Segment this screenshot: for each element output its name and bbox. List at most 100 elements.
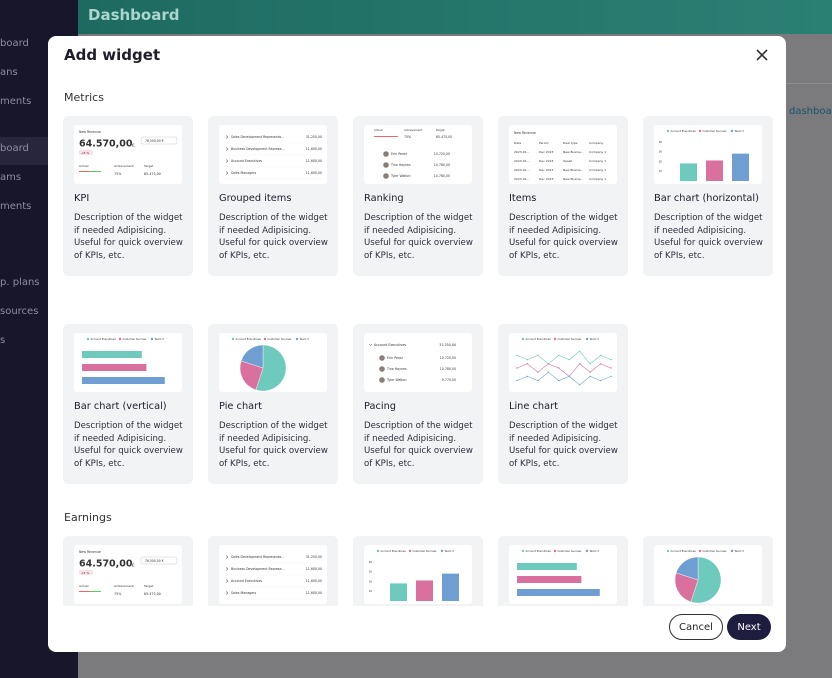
y-tick-label: 20: [369, 579, 373, 583]
row-name: Tyler Walton: [390, 174, 411, 178]
point: [578, 350, 581, 352]
legend-label: Account Executives: [236, 337, 262, 341]
row-name: Tina Haynes: [386, 367, 407, 371]
legend-label: Team 3: [155, 337, 165, 341]
progress: [374, 136, 398, 137]
legend-label: Account Executives: [671, 549, 697, 553]
widget-card[interactable]: Account Executives Customer Success Team 3…: [643, 116, 773, 276]
legend-label: Account Executives: [381, 549, 407, 553]
widget-name: Pie chart: [219, 401, 263, 412]
legend-label: Team 3: [735, 129, 745, 133]
widget-card[interactable]: Account Executives Customer Success Team 3…: [353, 536, 483, 606]
cell: 2023-01...: [514, 150, 529, 154]
kpi-currency: €: [132, 563, 135, 568]
point: [547, 363, 550, 365]
kpi-label: New Revenue: [79, 130, 101, 134]
row-label: Sales Managers: [231, 171, 256, 175]
widget-description: Description of the widget if needed Adip…: [654, 213, 763, 261]
bar: [82, 377, 165, 384]
column-header: Period: [539, 141, 548, 145]
chevron: [225, 159, 229, 163]
y-tick-label: 20: [659, 159, 663, 163]
kpi-change: [79, 150, 93, 155]
row-value: 10.780,00: [434, 163, 450, 167]
row-name: Tina Haynes: [390, 163, 411, 167]
kpi-achievement-label: Achievement: [114, 584, 135, 588]
widget-card[interactable]: Account Executives 31.250,00 Erin Perez 10.…: [353, 324, 483, 484]
actual-label: Actual: [374, 128, 383, 132]
widget-description: Description of the widget if needed Adip…: [364, 421, 473, 469]
kpi-target-label: Target: [143, 584, 154, 588]
pie-slice: [239, 360, 264, 391]
legend-dot: [150, 337, 154, 341]
widget-name: Ranking: [364, 193, 404, 204]
legend-dot: [730, 129, 734, 133]
kpi-amount: 64.570,00: [79, 139, 133, 150]
pie-slice: [675, 556, 699, 581]
widget-card[interactable]: New Revenue Date Period Deal type Company 202…: [498, 116, 628, 276]
widget-description: Description of the widget if needed Adip…: [74, 421, 183, 469]
pie-slice: [255, 344, 287, 392]
close-button[interactable]: [756, 49, 768, 61]
row-label: Business Development Represe...: [231, 567, 284, 571]
kpi-progress: [90, 171, 101, 172]
point: [610, 375, 612, 378]
row-name: Erin Perez: [387, 356, 403, 360]
achievement: 75%: [404, 135, 411, 139]
point: [516, 354, 518, 357]
row-value: 31.250,00: [306, 135, 322, 139]
cell: Upsell: [563, 159, 572, 163]
kpi-badge: [140, 136, 178, 145]
legend-label: Account Executives: [671, 129, 697, 133]
widget-card[interactable]: Account Executives Customer Success Team 3…: [208, 324, 338, 484]
kpi-actual-label: Actual: [79, 164, 89, 168]
target-label: Target: [435, 128, 446, 132]
widget-card[interactable]: New Revenue 64.570,00 €76,500,00 € +5 % Actu…: [63, 536, 193, 606]
legend-dot: [440, 549, 444, 553]
y-tick-label: 30: [369, 570, 373, 574]
point: [547, 371, 550, 373]
widget-card[interactable]: Account Executives Customer Success Team 3…: [63, 324, 193, 484]
pie-slice: [240, 344, 264, 369]
widget-preview: New Revenue 64.570,00 €76,500,00 € +5 % Actu…: [74, 545, 182, 604]
widget-card[interactable]: Actual Achievement Target 75% 65.475,00 Erin …: [353, 116, 483, 276]
kpi-target: 65.475,00: [144, 172, 161, 176]
cell: Company 1: [589, 177, 606, 181]
section-title: Earnings: [64, 511, 112, 524]
dashboard-link[interactable]: dashboa: [789, 106, 832, 117]
cancel-button[interactable]: Cancel: [669, 614, 723, 640]
header-title: Dashboard: [88, 6, 180, 24]
point: [589, 363, 591, 365]
next-button[interactable]: Next: [727, 614, 771, 640]
widget-card[interactable]: New Revenue 64.570,00 €76,500,00 € +5 % Actu…: [63, 116, 193, 276]
point: [516, 367, 518, 369]
legend-dot: [521, 337, 525, 341]
widget-card[interactable]: Account Executives Customer Success Team 3: [643, 536, 773, 606]
bar: [680, 163, 697, 181]
widget-card[interactable]: Sales Development Representa... 31.250,00…: [208, 116, 338, 276]
widget-name: Line chart: [509, 401, 558, 412]
row-value: 10.780,00: [434, 174, 450, 178]
legend-dot: [295, 337, 299, 341]
cell: Company 1: [589, 159, 606, 163]
chevron: [225, 147, 229, 151]
cell: Dec 2023: [539, 159, 553, 163]
avatar: [379, 366, 385, 372]
widget-card[interactable]: Sales Development Representa... 31.250,00…: [208, 536, 338, 606]
cell: Company 1: [589, 168, 606, 172]
legend-label: Customer Success: [268, 337, 293, 341]
widget-card[interactable]: Account Executives Customer Success Team 3…: [498, 324, 628, 484]
row-name: Erin Perez: [391, 152, 407, 156]
sidebar-item: ans: [0, 67, 18, 78]
widget-card[interactable]: Account Executives Customer Success Team 3: [498, 536, 628, 606]
widget-name: Grouped items: [219, 193, 292, 204]
point: [610, 367, 612, 369]
widget-preview: Account Executives Customer Success Team 3…: [654, 125, 762, 184]
avatar: [383, 173, 389, 179]
row-value: 11,600,00: [306, 147, 322, 151]
legend-dot: [263, 337, 267, 341]
row-value: 11,600,00: [306, 171, 322, 175]
sidebar-item: board: [0, 38, 29, 49]
chevron: [225, 579, 229, 583]
